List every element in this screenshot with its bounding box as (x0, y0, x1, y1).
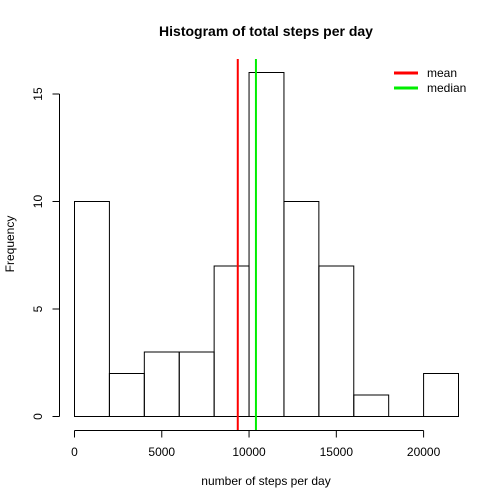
histogram-bar (423, 373, 460, 417)
y-tick-label: 5 (31, 305, 45, 312)
histogram-bar (283, 201, 320, 417)
chart-title: Histogram of total steps per day (159, 23, 373, 39)
y-axis-label: Frequency (3, 216, 17, 273)
x-tick-label: 0 (71, 445, 78, 459)
y-tick-label: 10 (31, 195, 45, 209)
x-tick-label: 15000 (320, 445, 354, 459)
legend-label-median: median (427, 81, 466, 95)
histogram-bar (143, 351, 180, 417)
histogram-bar (318, 265, 355, 417)
y-tick-label: 15 (31, 87, 45, 101)
histogram-bar (248, 72, 285, 417)
x-axis-label: number of steps per day (201, 474, 330, 488)
y-tick-label: 0 (31, 413, 45, 420)
histogram-bar (213, 265, 250, 417)
x-tick-label: 10000 (232, 445, 266, 459)
histogram-bar (353, 394, 390, 417)
histogram-bar (108, 373, 145, 417)
histogram-bar (178, 351, 215, 417)
x-tick-label: 5000 (148, 445, 175, 459)
x-tick-label: 20000 (407, 445, 441, 459)
histogram-bar (74, 201, 110, 417)
legend-label-mean: mean (427, 66, 457, 80)
